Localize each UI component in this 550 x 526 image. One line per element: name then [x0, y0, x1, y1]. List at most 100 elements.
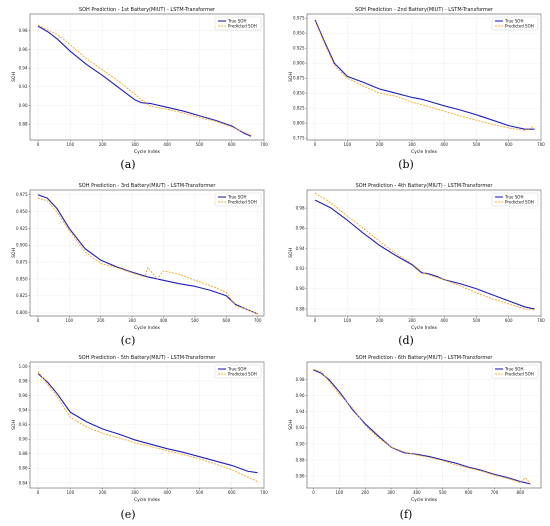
x-tick-label: 500	[191, 318, 199, 323]
y-tick-label: 0.98	[296, 206, 305, 211]
x-tick-label: 700	[537, 142, 545, 147]
series-line-true-soh	[37, 25, 252, 137]
x-tick-label: 500	[473, 318, 481, 323]
legend-box	[214, 16, 262, 31]
series-line-predicted-soh	[37, 371, 258, 482]
x-tick-label: 400	[163, 142, 171, 147]
chart-panel-e: SOH Prediction - 5th Battery(MIUT) - LST…	[8, 352, 270, 504]
x-tick-label: 0	[312, 490, 315, 495]
x-axis-label: Cycle Index	[134, 325, 160, 331]
y-tick-label: 0.90	[19, 103, 28, 108]
chart-title: SOH Prediction - 1st Battery(MIUT) - LST…	[79, 7, 216, 13]
y-axis-label: SOH	[288, 72, 294, 82]
y-tick-label: 0.92	[19, 422, 28, 427]
series-line-true-soh	[37, 373, 258, 474]
y-tick-label: 0.88	[296, 457, 305, 462]
y-tick-label: 0.94	[19, 407, 28, 412]
y-tick-label: 1.00	[19, 364, 28, 369]
panel-label-b: (b)	[398, 158, 414, 171]
chart-panel-f: SOH Prediction - 6th Battery(MIUT) - LST…	[285, 352, 547, 504]
panel-label-a: (a)	[120, 158, 136, 171]
x-tick-label: 100	[336, 490, 344, 495]
x-tick-label: 700	[491, 490, 499, 495]
plot-area	[306, 361, 542, 489]
x-tick-label: 700	[254, 318, 262, 323]
series-line-predicted-soh	[37, 197, 258, 315]
chart-svg: SOH Prediction - 4th Battery(MIUT) - LST…	[288, 183, 545, 331]
chart-svg: SOH Prediction - 3rd Battery(MIUT) - LST…	[11, 183, 265, 331]
y-tick-label: 0.775	[293, 136, 305, 141]
legend-box	[491, 364, 539, 379]
y-tick-label: 0.98	[19, 378, 28, 383]
series-line-true-soh	[314, 199, 535, 310]
legend-label: Predicted SOH	[228, 23, 257, 28]
x-tick-label: 600	[228, 490, 236, 495]
chart-title: SOH Prediction - 6th Battery(MIUT) - LST…	[356, 355, 494, 361]
y-tick-label: 0.875	[16, 259, 28, 264]
x-tick-label: 600	[228, 142, 236, 147]
x-tick-label: 400	[440, 318, 448, 323]
plot-area	[29, 13, 265, 141]
x-tick-label: 400	[413, 490, 421, 495]
chart-svg: SOH Prediction - 5th Battery(MIUT) - LST…	[11, 355, 268, 503]
x-tick-label: 200	[361, 490, 369, 495]
legend-label: True SOH	[227, 366, 246, 371]
legend-label: Predicted SOH	[228, 371, 257, 376]
chart-title: SOH Prediction - 5th Battery(MIUT) - LST…	[79, 355, 217, 361]
series-line-predicted-soh	[314, 21, 535, 131]
chart-panel-c: SOH Prediction - 3rd Battery(MIUT) - LST…	[8, 180, 270, 332]
y-tick-label: 0.84	[19, 480, 28, 485]
x-tick-label: 600	[505, 142, 513, 147]
legend-box	[491, 16, 539, 31]
x-tick-label: 300	[131, 490, 139, 495]
y-tick-label: 0.86	[19, 466, 28, 471]
x-tick-label: 700	[537, 318, 545, 323]
y-axis-label: SOH	[11, 420, 17, 430]
x-axis-label: Cycle Index	[411, 497, 437, 503]
legend-box	[491, 192, 539, 207]
x-tick-label: 100	[67, 490, 75, 495]
legend-label: Predicted SOH	[505, 199, 534, 204]
x-tick-label: 200	[376, 142, 384, 147]
y-tick-label: 0.88	[19, 451, 28, 456]
x-tick-label: 0	[37, 318, 40, 323]
chart-panel-a: SOH Prediction - 1st Battery(MIUT) - LST…	[8, 4, 270, 156]
y-tick-label: 0.800	[16, 310, 28, 315]
x-tick-label: 200	[99, 142, 107, 147]
plot-area	[29, 189, 265, 317]
x-tick-label: 0	[37, 490, 40, 495]
legend-box	[214, 364, 262, 379]
x-tick-label: 500	[196, 142, 204, 147]
x-tick-label: 300	[387, 490, 395, 495]
y-axis-label: SOH	[11, 72, 17, 82]
y-tick-label: 0.92	[296, 266, 305, 271]
y-tick-label: 0.950	[16, 209, 28, 214]
legend-label: True SOH	[227, 18, 246, 23]
x-tick-label: 500	[196, 490, 204, 495]
x-tick-label: 700	[260, 142, 268, 147]
plot-area	[306, 13, 542, 141]
x-tick-label: 300	[408, 142, 416, 147]
x-tick-label: 400	[160, 318, 168, 323]
x-tick-label: 0	[37, 142, 40, 147]
x-tick-label: 100	[344, 318, 352, 323]
y-tick-label: 0.925	[293, 46, 305, 51]
y-tick-label: 0.900	[16, 243, 28, 248]
plot-area	[306, 189, 542, 317]
x-tick-label: 600	[222, 318, 230, 323]
y-tick-label: 0.92	[19, 84, 28, 89]
y-tick-label: 0.96	[19, 393, 28, 398]
chart-svg: SOH Prediction - 2nd Battery(MIUT) - LST…	[288, 7, 545, 155]
x-tick-label: 600	[465, 490, 473, 495]
y-tick-label: 0.90	[19, 437, 28, 442]
y-tick-label: 0.975	[293, 16, 305, 21]
chart-title: SOH Prediction - 3rd Battery(MIUT) - LST…	[79, 183, 217, 189]
chart-title: SOH Prediction - 4th Battery(MIUT) - LST…	[356, 183, 494, 189]
x-tick-label: 500	[473, 142, 481, 147]
x-tick-label: 400	[163, 490, 171, 495]
y-tick-label: 0.98	[296, 377, 305, 382]
x-axis-label: Cycle Index	[411, 325, 437, 331]
y-tick-label: 0.98	[19, 28, 28, 33]
x-tick-label: 100	[67, 142, 75, 147]
y-tick-label: 0.850	[293, 91, 305, 96]
